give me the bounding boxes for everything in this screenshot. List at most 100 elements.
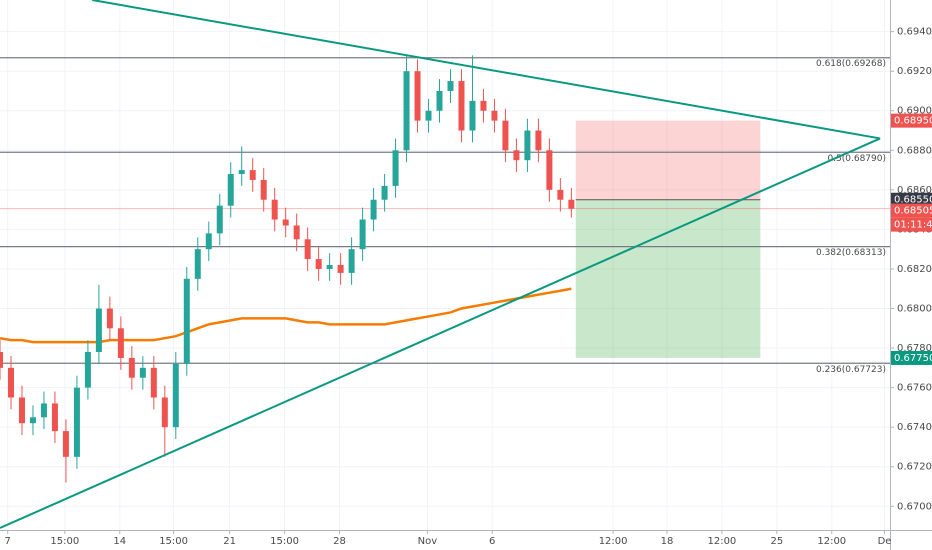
candle-body <box>249 170 256 180</box>
candle-body <box>359 219 366 250</box>
candle-body <box>315 259 322 269</box>
candle-body <box>183 278 190 364</box>
candle-body <box>480 100 487 111</box>
candle-body <box>73 387 80 457</box>
x-tick-label: De <box>878 536 892 547</box>
price-tag-label: 0.68550 <box>894 195 932 206</box>
price-tag-label: 0.67750 <box>894 353 932 364</box>
x-tick-label: 6 <box>489 536 495 547</box>
candle-body <box>18 397 25 424</box>
candle-body <box>84 352 91 388</box>
countdown-bg <box>891 217 932 232</box>
candle-body <box>161 397 168 428</box>
candle-body <box>7 367 14 398</box>
stop-zone <box>575 120 761 200</box>
moving-average <box>0 287 572 344</box>
candle-body <box>436 90 443 111</box>
candle-body <box>447 81 454 91</box>
x-tick-label: 18 <box>661 536 674 547</box>
candle-body <box>414 71 421 121</box>
fib-label: 0.236(0.67723) <box>816 365 886 375</box>
candle-body <box>260 179 267 200</box>
candle-body <box>216 205 223 234</box>
x-tick-label: 25 <box>770 536 783 547</box>
candle-body <box>348 249 355 273</box>
candle-body <box>128 357 135 378</box>
plot-area: 0.618(0.69268) 0.5(0.68790) 0.382(0.68313)… <box>0 0 890 530</box>
candle-body <box>304 239 311 260</box>
candle-body <box>51 403 58 432</box>
fib-label: 0.5(0.68790) <box>827 154 886 164</box>
candle-body <box>524 130 531 161</box>
candle-body <box>150 367 157 398</box>
fib-label: 0.382(0.68313) <box>816 248 886 258</box>
candle-body <box>106 308 113 329</box>
candle-body <box>172 363 179 428</box>
candle-body <box>425 110 432 121</box>
candle-body <box>40 403 47 418</box>
candle-body <box>227 174 234 206</box>
candle-body <box>491 110 498 121</box>
candle-body <box>557 189 564 200</box>
candle-body <box>469 100 476 131</box>
candle-body <box>205 233 212 250</box>
candle-body <box>381 185 388 200</box>
candle-body <box>392 150 399 186</box>
candle-body <box>62 431 69 457</box>
candle-body <box>271 199 278 220</box>
price-tag-label: 0.68505 <box>894 206 932 217</box>
x-tick-label: Nov <box>418 536 438 547</box>
candle-body <box>117 328 124 358</box>
x-tick-label: 15:00 <box>50 536 79 547</box>
candle-body <box>194 249 201 279</box>
candle-body <box>238 170 245 175</box>
candle-body <box>403 71 410 151</box>
x-tick-label: 15:00 <box>159 536 188 547</box>
y-tick-label: 0.69400 <box>897 27 932 38</box>
x-tick-label: 12:00 <box>599 536 628 547</box>
trendline <box>0 137 881 529</box>
candle-body <box>513 150 520 161</box>
candle-body <box>0 352 3 368</box>
fib-label: 0.618(0.69268) <box>816 59 886 69</box>
x-tick-label: 12:00 <box>817 536 846 547</box>
candle-body <box>370 199 377 220</box>
price-tag-label: 0.68950 <box>894 116 932 127</box>
x-tick-label: 12:00 <box>707 536 736 547</box>
x-tick-label: 15:00 <box>270 536 299 547</box>
price-tag <box>891 350 932 365</box>
x-tick-label: 21 <box>223 536 236 547</box>
candle-body <box>326 265 333 269</box>
candle-body <box>568 199 575 209</box>
price-tag <box>891 192 932 207</box>
trendline <box>92 0 881 140</box>
candle-body <box>293 225 300 240</box>
candle-body <box>282 219 289 226</box>
target-zone <box>575 199 761 358</box>
countdown: 01:11:43 <box>894 220 932 231</box>
candle-body <box>139 367 146 378</box>
x-tick-label: 7 <box>5 536 11 547</box>
x-tick-label: 28 <box>333 536 346 547</box>
candle-body <box>535 130 542 151</box>
candle-body <box>29 417 36 424</box>
candle-body <box>337 265 344 273</box>
candle-body <box>546 150 553 190</box>
price-tag <box>891 113 932 128</box>
candle-body <box>95 308 102 353</box>
x-tick-label: 14 <box>113 536 126 547</box>
